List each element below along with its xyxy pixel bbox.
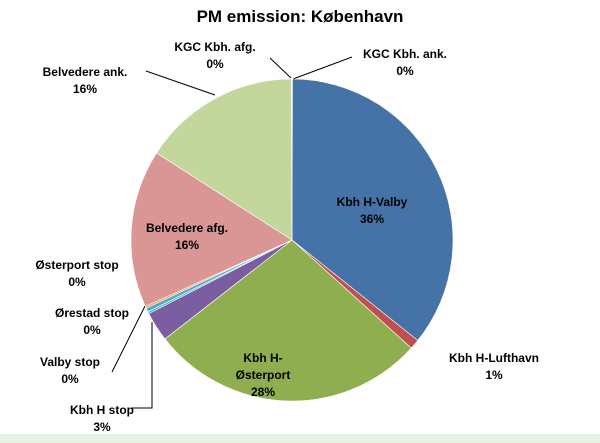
slice-percent: 0% [68, 275, 86, 289]
slice-name: Belvedere afg. [145, 221, 229, 235]
leader-line [132, 322, 153, 409]
leader-line [269, 57, 292, 79]
data-label: KGC Kbh. afg. 0% [160, 39, 270, 73]
leader-line [145, 70, 216, 96]
slice-percent: 0% [206, 57, 224, 71]
slice-percent: 36% [359, 212, 385, 226]
slice-name: Ørestad stop [54, 306, 129, 320]
footer-band [0, 434, 600, 443]
slice-name: KGC Kbh. ank. [362, 47, 447, 61]
data-label: KGC Kbh. ank. 0% [345, 46, 465, 80]
slice-percent: 0% [396, 64, 414, 78]
slice-percent: 16% [72, 82, 98, 96]
slice-name: Kbh H-Lufthavn [449, 351, 539, 365]
slice-name: Østerport stop [35, 258, 119, 272]
slice-percent: 16% [174, 238, 200, 252]
slice-percent: 1% [485, 368, 503, 382]
data-label: Kbh H-Valby 36% [322, 194, 422, 228]
chart-title: PM emission: København [196, 7, 404, 26]
slice-percent: 28% [250, 385, 276, 399]
slice-percent: 0% [61, 372, 79, 386]
data-label: Kbh H stop 3% [52, 402, 152, 436]
pie-slice [130, 152, 293, 307]
slice-name: Valby stop [39, 355, 101, 369]
slice-name: KGC Kbh. afg. [174, 40, 256, 54]
pie-slice [291, 78, 293, 241]
pie-slice [156, 78, 293, 241]
leader-line [111, 299, 149, 373]
slice-name: Kbh H-Valby [336, 195, 408, 209]
leader-line [292, 56, 353, 80]
data-label: Kbh H-Lufthavn 1% [434, 350, 554, 384]
slice-name: Kbh H stop [70, 403, 134, 417]
slice-name: Kbh H-Østerport [235, 351, 291, 382]
data-label: Valby stop 0% [20, 354, 120, 388]
pie-slice [164, 239, 412, 402]
pie-slice [291, 78, 454, 341]
data-label: Ørestad stop 0% [37, 305, 147, 339]
data-label: Østerport stop 0% [17, 257, 137, 291]
data-label: Belvedere afg. 16% [132, 220, 242, 254]
data-label: Kbh H-Østerport 28% [223, 350, 303, 401]
slice-name: Belvedere ank. [42, 65, 128, 79]
data-label: Belvedere ank. 16% [25, 64, 145, 98]
slice-percent: 0% [83, 323, 101, 337]
slice-percent: 3% [93, 420, 111, 434]
